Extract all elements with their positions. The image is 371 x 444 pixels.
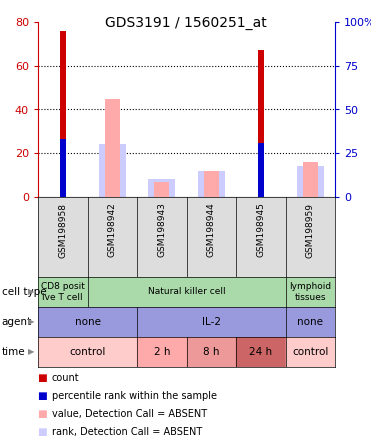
- Text: none: none: [75, 317, 101, 327]
- Bar: [286, 307, 335, 337]
- Text: GSM198958: GSM198958: [58, 202, 67, 258]
- Text: value, Detection Call = ABSENT: value, Detection Call = ABSENT: [52, 409, 207, 419]
- Text: ■: ■: [37, 373, 47, 383]
- Bar: [38, 277, 88, 307]
- Text: GSM198945: GSM198945: [256, 202, 265, 258]
- Text: ■: ■: [37, 409, 47, 419]
- Bar: [148, 179, 175, 197]
- Bar: [38, 337, 137, 367]
- Text: 2 h: 2 h: [154, 347, 170, 357]
- Bar: [99, 144, 126, 197]
- Text: ■: ■: [37, 391, 47, 401]
- Bar: [258, 143, 264, 197]
- Text: 24 h: 24 h: [249, 347, 272, 357]
- Bar: [137, 337, 187, 367]
- Text: control: control: [292, 347, 328, 357]
- Bar: [88, 277, 286, 307]
- Text: GDS3191 / 1560251_at: GDS3191 / 1560251_at: [105, 16, 266, 30]
- Text: GSM198942: GSM198942: [108, 202, 117, 258]
- Text: GSM198944: GSM198944: [207, 202, 216, 258]
- Text: none: none: [297, 317, 323, 327]
- Text: CD8 posit
ive T cell: CD8 posit ive T cell: [41, 282, 85, 302]
- Text: ▶: ▶: [27, 317, 34, 326]
- Bar: [60, 139, 66, 197]
- Text: rank, Detection Call = ABSENT: rank, Detection Call = ABSENT: [52, 427, 202, 437]
- Bar: [297, 166, 324, 197]
- Text: ■: ■: [37, 427, 47, 437]
- Text: ▶: ▶: [27, 348, 34, 357]
- Text: lymphoid
tissues: lymphoid tissues: [289, 282, 331, 302]
- Bar: [105, 99, 120, 197]
- Bar: [303, 162, 318, 197]
- Text: percentile rank within the sample: percentile rank within the sample: [52, 391, 217, 401]
- Bar: [286, 337, 335, 367]
- Bar: [258, 51, 264, 197]
- Text: time: time: [2, 347, 26, 357]
- Bar: [198, 171, 225, 197]
- Bar: [137, 307, 286, 337]
- Text: count: count: [52, 373, 80, 383]
- Text: Natural killer cell: Natural killer cell: [148, 288, 225, 297]
- Bar: [187, 337, 236, 367]
- Bar: [60, 31, 66, 197]
- Text: agent: agent: [2, 317, 32, 327]
- Bar: [286, 277, 335, 307]
- Bar: [38, 307, 137, 337]
- Text: GSM198943: GSM198943: [157, 202, 166, 258]
- Bar: [236, 337, 286, 367]
- Text: 8 h: 8 h: [203, 347, 220, 357]
- Text: control: control: [69, 347, 106, 357]
- Text: cell type: cell type: [2, 287, 46, 297]
- Text: IL-2: IL-2: [202, 317, 221, 327]
- Bar: [154, 182, 169, 197]
- Bar: [204, 171, 219, 197]
- Text: ▶: ▶: [27, 288, 34, 297]
- Text: GSM198959: GSM198959: [306, 202, 315, 258]
